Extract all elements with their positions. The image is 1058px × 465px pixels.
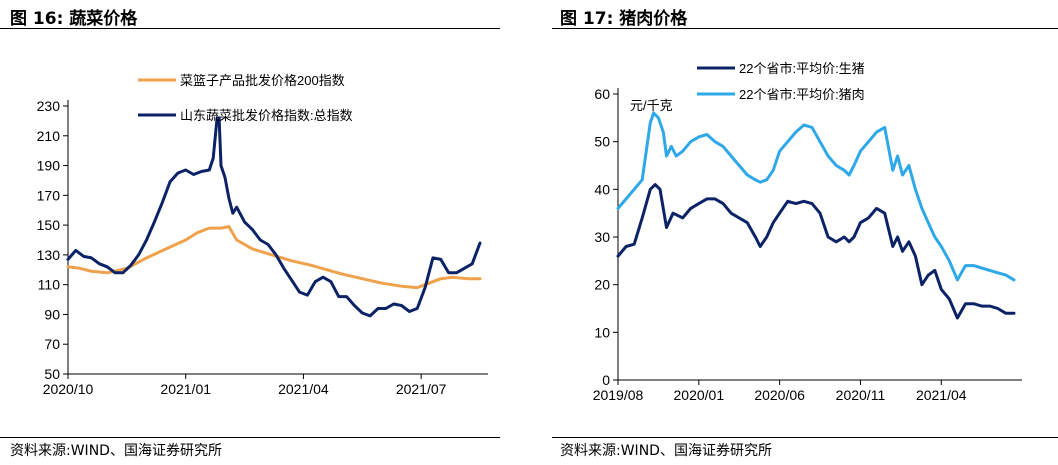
x-tick-label: 2019/08: [593, 387, 644, 403]
series-line-2: [66, 116, 482, 318]
y-tick-label: 70: [44, 336, 60, 352]
y-tick-label: 90: [44, 306, 60, 322]
vegetable-price-chart: 50 70 90 110 130 150 170 190 210 230 2020/10 2021/0…: [37, 73, 488, 397]
x-tick-label: 2020/10: [43, 381, 94, 397]
y-tick-label: 60: [594, 86, 610, 102]
y-tick-label: 0: [602, 372, 610, 388]
y-tick-label: 50: [44, 366, 60, 382]
y-tick-label: 150: [37, 217, 61, 233]
x-tick-label: 2021/04: [278, 381, 329, 397]
figure-17-panel: 图 17: 猪肉价格 0 10 20 30 40 50 60 2019/08 2020/01 20…: [552, 0, 1058, 465]
y-tick-label: 50: [594, 134, 610, 150]
x-tick-label: 2020/01: [674, 387, 725, 403]
x-tick-label: 2021/04: [916, 387, 967, 403]
y-tick-label: 190: [37, 158, 61, 174]
figure-17-source: 资料来源:WIND、国海证券研究所: [560, 443, 772, 459]
right-legend: 22个省市:平均价:生猪 22个省市:平均价:猪肉: [697, 61, 865, 102]
x-tick-label: 2020/06: [754, 387, 805, 403]
y-tick-label: 210: [37, 128, 61, 144]
series-line-1: [66, 225, 482, 290]
y-tick-label: 30: [594, 229, 610, 245]
figure-16-title: 图 16: 蔬菜价格: [10, 9, 138, 29]
legend-label-1: 22个省市:平均价:生猪: [739, 61, 865, 76]
figure-17-title: 图 17: 猪肉价格: [560, 9, 688, 29]
series-line-1: [616, 183, 1016, 320]
y-tick-label: 170: [37, 187, 61, 203]
y-tick-label: 130: [37, 247, 61, 263]
right-series: [616, 111, 1016, 320]
left-series: [66, 116, 482, 318]
y-tick-label: 40: [594, 181, 610, 197]
series-line-2: [616, 111, 1016, 282]
pork-price-chart: 0 10 20 30 40 50 60 2019/08 2020/01 2020/06 2020/1…: [593, 61, 1022, 403]
y-tick-label: 110: [38, 277, 61, 293]
right-axes: 0 10 20 30 40 50 60 2019/08 2020/01 2020/06 2020/1…: [593, 86, 1022, 403]
y-tick-label: 230: [37, 98, 61, 114]
x-tick-label: 2020/11: [836, 387, 886, 403]
y-tick-label: 20: [594, 277, 610, 293]
x-tick-label: 2021/01: [160, 381, 211, 397]
left-axes: 50 70 90 110 130 150 170 190 210 230 2020/10 2021/0…: [37, 98, 488, 397]
legend-label-1: 菜篮子产品批发价格200指数: [180, 73, 345, 88]
figure-17-bottom-rule: [552, 437, 1058, 438]
unit-label: 元/千克: [630, 98, 673, 113]
figure-16-source: 资料来源:WIND、国海证券研究所: [10, 443, 222, 459]
figure-16-top-rule: [0, 28, 500, 29]
legend-label-2: 22个省市:平均价:猪肉: [739, 87, 865, 102]
x-tick-label: 2021/07: [396, 381, 447, 397]
figure-17-top-rule: [552, 28, 1058, 29]
legend-label-2: 山东蔬菜批发价格指数:总指数: [180, 108, 353, 123]
figure-16-bottom-rule: [0, 437, 500, 438]
y-tick-label: 10: [594, 324, 610, 340]
